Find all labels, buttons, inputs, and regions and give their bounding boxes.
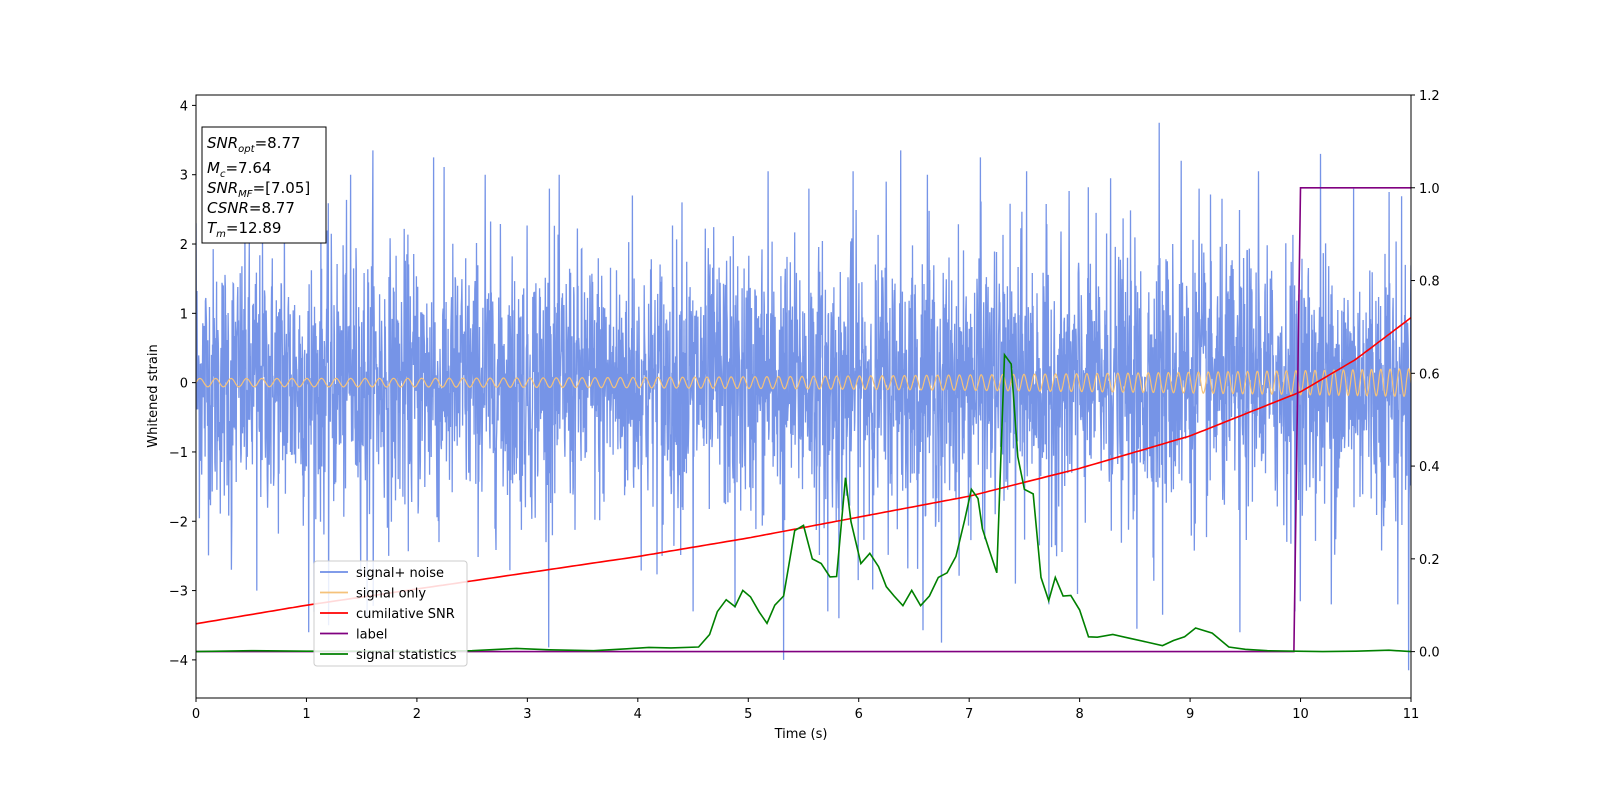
y2-tick-label: 0.0 [1419, 646, 1440, 661]
y-axis-label: Whitened strain [146, 344, 161, 447]
legend-items: signal+ noise signal only cumilative SNR la… [320, 566, 457, 663]
y-tick-label: 2 [180, 238, 188, 253]
y-tick-label: 0 [180, 377, 188, 392]
legend-label: cumilative SNR [356, 607, 455, 622]
y2-tick-label: 0.4 [1419, 460, 1440, 475]
y2-tick-label: 0.2 [1419, 553, 1440, 568]
series-line-signal-only [196, 367, 1411, 398]
x-tick-label: 4 [634, 707, 642, 722]
y-tick-label: 4 [180, 99, 188, 114]
y2-tick-label: 1.0 [1419, 182, 1440, 197]
info-box: SNRopt=8.77 Mc=7.64 SNRMF=[7.05] CSNR=8.… [201, 126, 327, 244]
y-tick-label: −3 [169, 585, 188, 600]
y2-tick-label: 0.8 [1419, 275, 1440, 290]
legend: signal+ noise signal only cumilative SNR la… [313, 560, 468, 667]
x-tick-label: 0 [192, 707, 200, 722]
x-tick-label: 3 [523, 707, 531, 722]
plot-frame [195, 94, 1412, 699]
legend-label: signal statistics [356, 648, 457, 663]
x-tick-label: 2 [413, 707, 421, 722]
legend-frame [313, 560, 468, 667]
info-snr-opt: SNRopt=8.77 [207, 134, 301, 155]
y-axis-left: −4 −3 −2 −1 0 1 2 3 4 [169, 99, 196, 669]
y-tick-label: −2 [169, 515, 188, 530]
x-tick-label: 8 [1075, 707, 1083, 722]
y-tick-label: 1 [180, 307, 188, 322]
x-axis-label: Time (s) [774, 727, 828, 742]
x-axis: 0 1 2 3 4 5 6 7 8 9 10 11 [192, 698, 1419, 722]
x-tick-label: 10 [1292, 707, 1309, 722]
x-tick-label: 11 [1403, 707, 1420, 722]
series-line-signal-statistics [196, 352, 1411, 653]
y2-tick-label: 0.6 [1419, 367, 1440, 382]
x-tick-label: 5 [744, 707, 752, 722]
y-tick-label: −1 [169, 446, 188, 461]
info-snr-mf: SNRMF=[7.05] [207, 179, 310, 200]
y-axis-right: 0.0 0.2 0.4 0.6 0.8 1.0 1.2 [1411, 89, 1440, 661]
legend-label: signal+ noise [356, 566, 444, 581]
info-mc: Mc=7.64 [207, 159, 271, 180]
series-line-signal-noise [196, 122, 1411, 671]
x-tick-label: 6 [855, 707, 863, 722]
info-tm: Tm=12.89 [207, 219, 281, 240]
y2-tick-label: 1.2 [1419, 89, 1440, 104]
y-tick-label: −4 [169, 654, 188, 669]
legend-label: label [356, 628, 387, 643]
x-tick-label: 1 [302, 707, 310, 722]
x-tick-label: 9 [1186, 707, 1194, 722]
x-tick-label: 7 [965, 707, 973, 722]
info-csnr: CSNR=8.77 [207, 199, 295, 217]
legend-label: signal only [356, 587, 426, 602]
series-line-label [196, 187, 1411, 653]
info-box-frame [201, 126, 327, 244]
y-tick-label: 3 [180, 169, 188, 184]
